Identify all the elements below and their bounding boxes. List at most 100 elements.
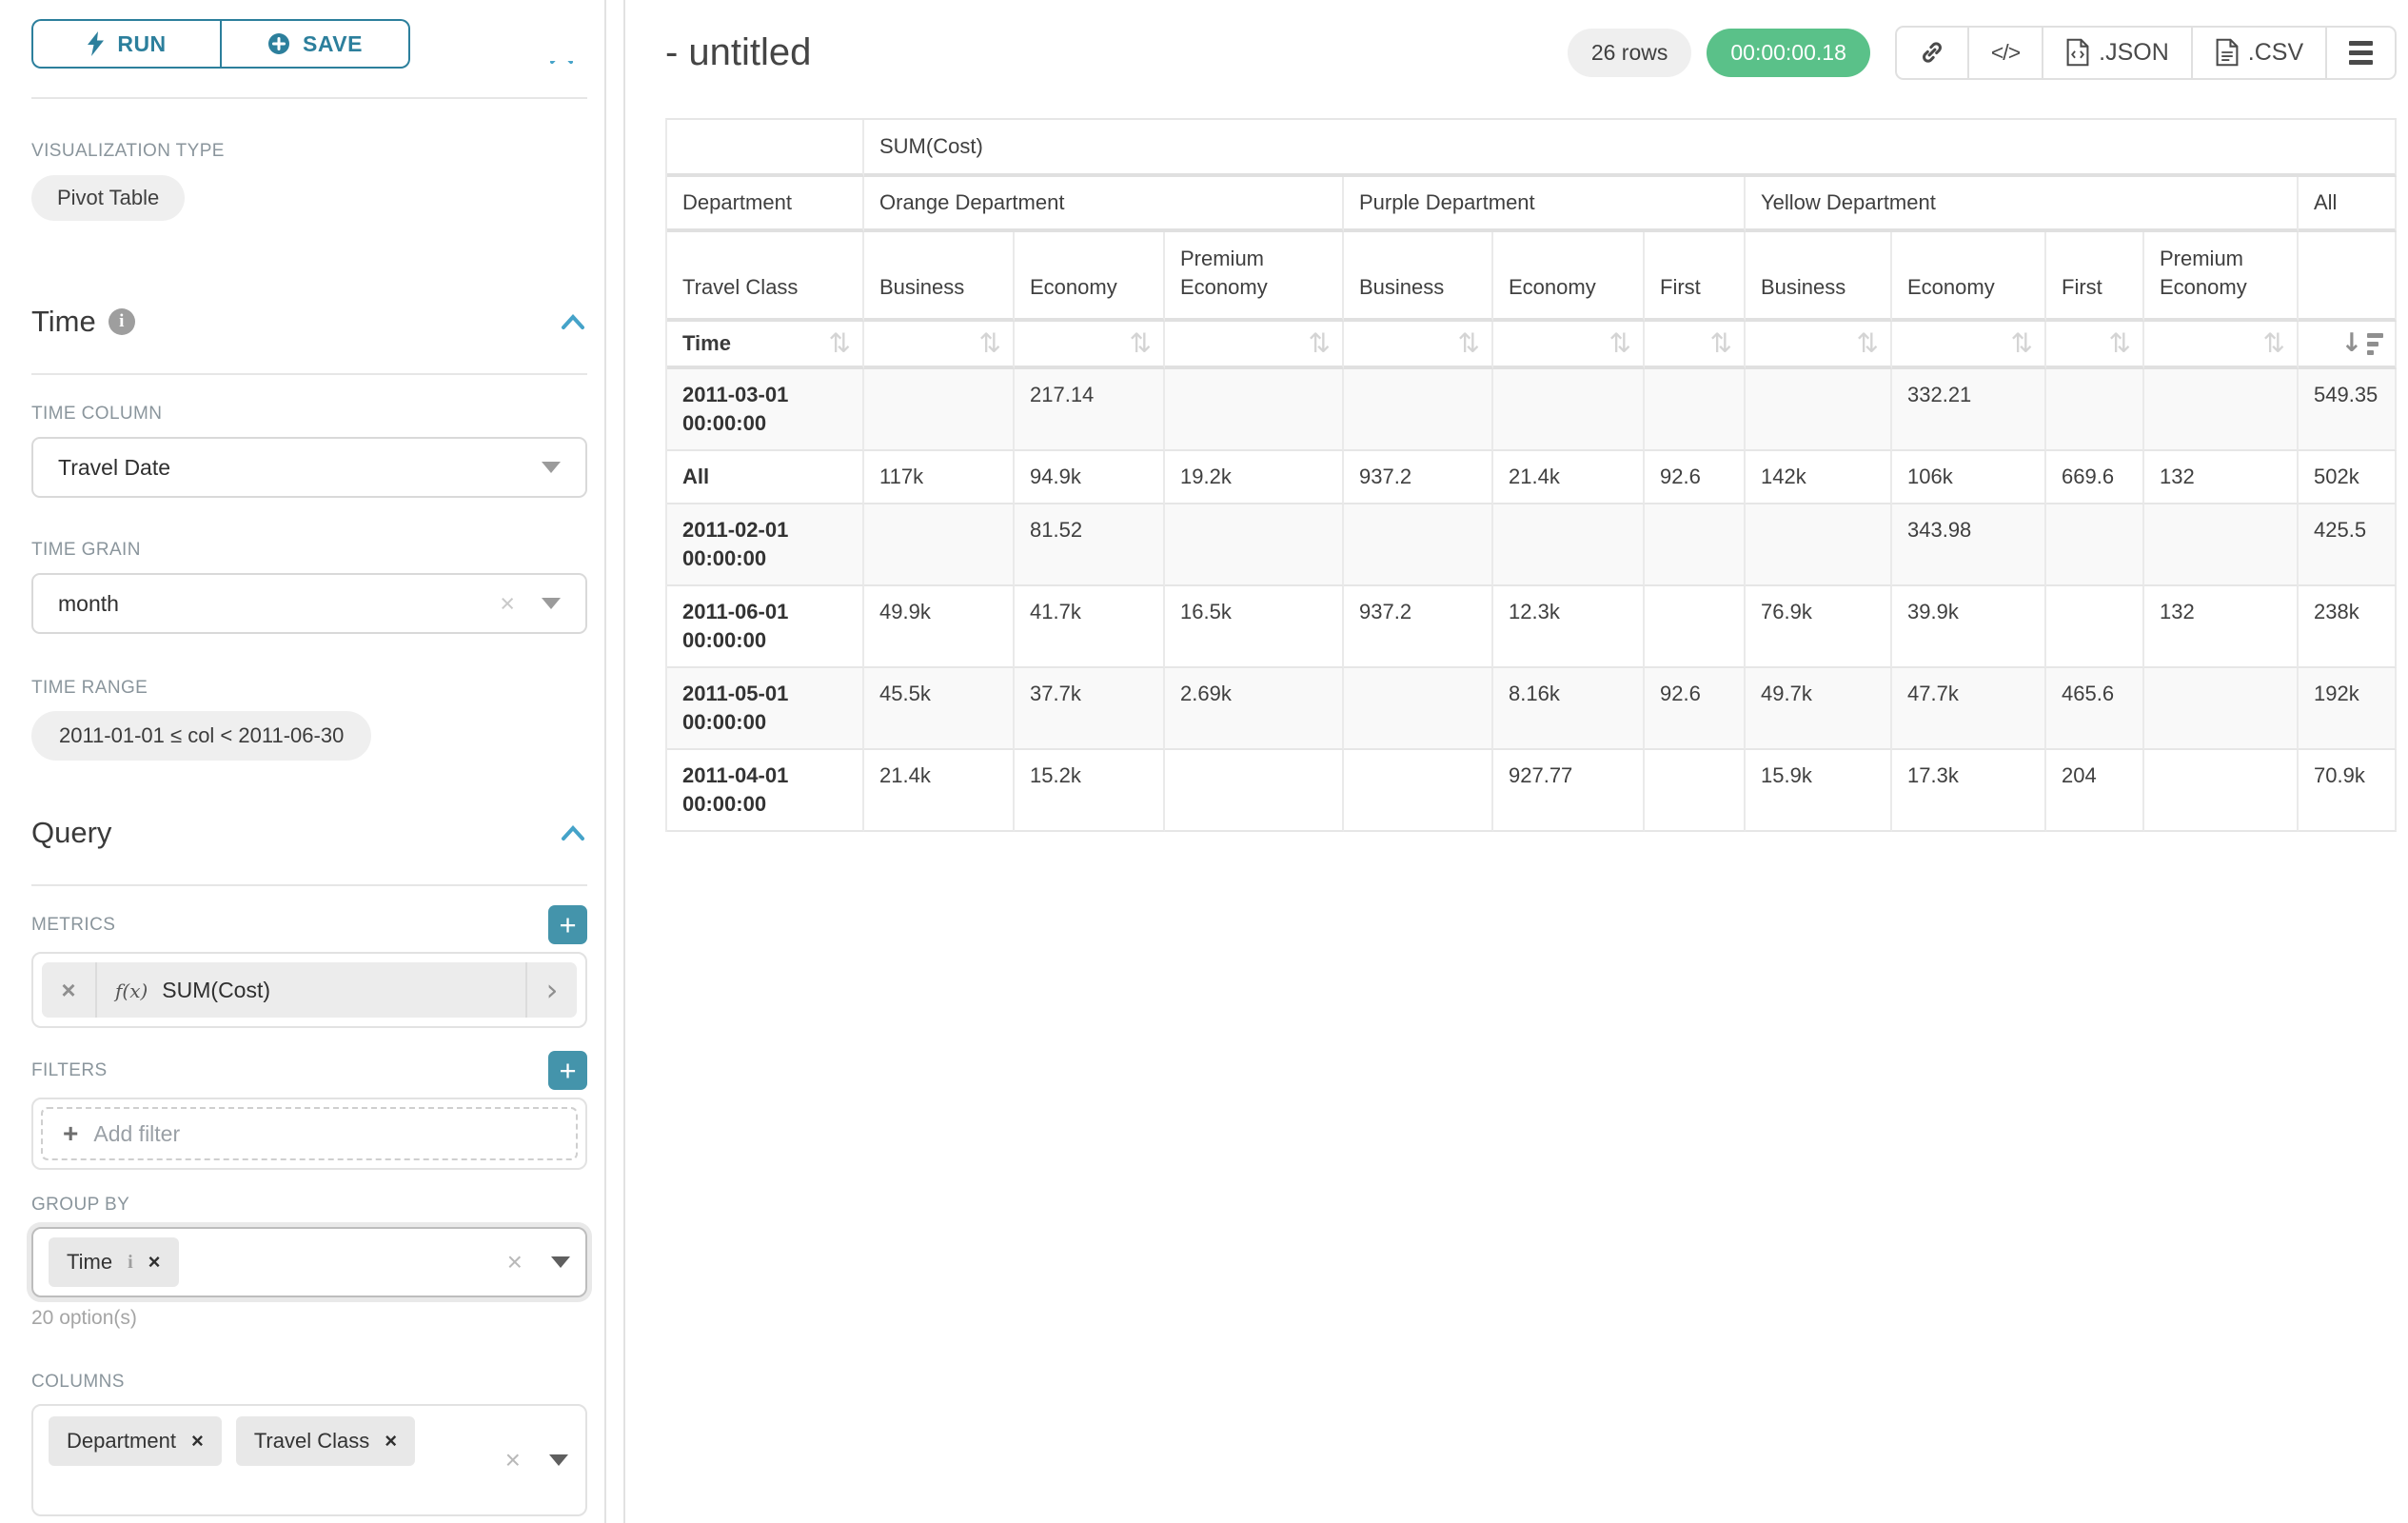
time-grain-label: TIME GRAIN bbox=[31, 540, 141, 560]
sort-icon[interactable]: ⇅ bbox=[1129, 327, 1152, 359]
sort-icon[interactable]: ⇅ bbox=[978, 327, 1001, 359]
add-filter-dropzone[interactable]: + Add filter bbox=[41, 1107, 578, 1160]
add-filter-button[interactable]: + bbox=[548, 1051, 587, 1090]
copy-link-button[interactable] bbox=[1897, 27, 1969, 78]
sort-icon[interactable]: ⇅ bbox=[2262, 327, 2285, 359]
clear-all-icon[interactable]: × bbox=[506, 1247, 523, 1276]
sort-icon[interactable]: ⇅ bbox=[1856, 327, 1879, 359]
pivot-cell: 94.9k bbox=[1015, 451, 1165, 504]
column-info-icon[interactable]: i bbox=[128, 1251, 133, 1273]
pivot-cell: 81.52 bbox=[1015, 504, 1165, 586]
columns-pill-label: Travel Class bbox=[253, 1429, 370, 1453]
pivot-cell: 17.3k bbox=[1892, 750, 2046, 832]
table-row: All 117k 94.9k 19.2k 937.2 21.4k 92.6 142k 106k 6… bbox=[667, 451, 2398, 504]
sort-icon[interactable]: ⇅ bbox=[2108, 327, 2131, 359]
pivot-class-row: Travel Class Business Economy Premium Econo… bbox=[667, 232, 2398, 322]
export-json-button[interactable]: .JSON bbox=[2043, 27, 2193, 78]
pivot-class-header: Business bbox=[864, 232, 1015, 322]
pivot-row-dimension-header[interactable]: Time ⇅ bbox=[667, 322, 864, 369]
query-section-header: Query bbox=[31, 816, 587, 850]
clear-icon[interactable]: × bbox=[500, 588, 515, 618]
columns-pill[interactable]: Travel Class × bbox=[235, 1416, 416, 1466]
save-button[interactable]: SAVE bbox=[221, 19, 410, 69]
sort-toggle[interactable]: ⇅ bbox=[864, 322, 1015, 369]
pivot-cell: 332.21 bbox=[1892, 369, 2046, 451]
info-icon[interactable]: i bbox=[108, 308, 135, 335]
pivot-cell bbox=[1165, 750, 1344, 832]
remove-metric-icon[interactable]: × bbox=[42, 962, 97, 1018]
plus-circle-icon bbox=[267, 32, 290, 55]
pivot-cell: 142k bbox=[1746, 451, 1892, 504]
sort-icon[interactable]: ⇅ bbox=[1709, 327, 1732, 359]
group-by-pill[interactable]: Time i × bbox=[49, 1237, 179, 1287]
pivot-cell bbox=[1493, 369, 1645, 451]
pivot-cell: 937.2 bbox=[1344, 586, 1493, 668]
caret-down-icon[interactable] bbox=[551, 1256, 570, 1268]
control-panel: Chart Type RUN SAVE VISUALIZATION TYPE P… bbox=[0, 0, 606, 1523]
run-button[interactable]: RUN bbox=[31, 19, 221, 69]
pivot-group-header: Orange Department bbox=[864, 177, 1344, 232]
remove-pill-icon[interactable]: × bbox=[385, 1429, 398, 1453]
pivot-cell: 92.6 bbox=[1645, 451, 1746, 504]
sort-cell: ⇅ bbox=[1030, 326, 1152, 362]
sort-desc-icon[interactable]: ↓ bbox=[2341, 330, 2384, 356]
embed-code-button[interactable]: </> bbox=[1969, 27, 2044, 78]
pivot-cell: 117k bbox=[864, 451, 1015, 504]
pivot-corner-cell bbox=[667, 120, 864, 177]
sort-icon[interactable]: ⇅ bbox=[1457, 327, 1480, 359]
chart-title[interactable]: - untitled bbox=[665, 30, 812, 73]
pivot-table-mount: SUM(Cost) Department Orange Department Purp… bbox=[665, 118, 2398, 832]
chevron-right-icon[interactable]: › bbox=[525, 962, 577, 1018]
table-row: 2011-05-01 00:00:00 45.5k 37.7k 2.69k 8.16k 9… bbox=[667, 668, 2398, 750]
pivot-cell bbox=[2046, 586, 2144, 668]
sort-icon[interactable]: ⇅ bbox=[1609, 327, 1631, 359]
filters-header-row: FILTERS + bbox=[31, 1051, 587, 1090]
pivot-cell bbox=[864, 504, 1015, 586]
pivot-cell bbox=[2144, 504, 2299, 586]
caret-down-icon[interactable] bbox=[549, 1454, 568, 1466]
export-csv-button[interactable]: .CSV bbox=[2193, 27, 2328, 78]
sort-cell: Time ⇅ bbox=[682, 326, 851, 362]
time-column-select[interactable]: Travel Date bbox=[31, 437, 587, 498]
sort-icon[interactable]: ⇅ bbox=[2010, 327, 2033, 359]
clear-all-icon[interactable]: × bbox=[504, 1445, 521, 1474]
sort-toggle[interactable]: ⇅ bbox=[1746, 322, 1892, 369]
chevron-up-icon[interactable] bbox=[559, 822, 587, 843]
sort-icon[interactable]: ⇅ bbox=[1308, 327, 1331, 359]
sort-toggle[interactable]: ⇅ bbox=[1892, 322, 2046, 369]
export-json-label: .JSON bbox=[2099, 38, 2169, 66]
sort-cell: ↓ bbox=[2314, 326, 2384, 362]
sort-toggle[interactable]: ⇅ bbox=[2144, 322, 2299, 369]
time-range-value[interactable]: 2011-01-01 ≤ col < 2011-06-30 bbox=[31, 711, 372, 761]
metric-pill-body[interactable]: f(x) SUM(Cost) bbox=[97, 978, 525, 1003]
remove-pill-icon[interactable]: × bbox=[148, 1250, 161, 1274]
sort-toggle[interactable]: ⇅ bbox=[2046, 322, 2144, 369]
hamburger-menu-icon bbox=[2349, 40, 2374, 65]
sort-toggle[interactable]: ⇅ bbox=[1493, 322, 1645, 369]
sort-toggle[interactable]: ⇅ bbox=[1165, 322, 1344, 369]
metric-pill[interactable]: × f(x) SUM(Cost) › bbox=[42, 962, 577, 1018]
columns-pill[interactable]: Department × bbox=[49, 1416, 222, 1466]
time-grain-select[interactable]: month × bbox=[31, 573, 587, 634]
remove-pill-icon[interactable]: × bbox=[190, 1429, 204, 1453]
visualization-type-value[interactable]: Pivot Table bbox=[31, 175, 186, 221]
chevron-up-icon[interactable] bbox=[559, 311, 587, 332]
query-timer-badge: 00:00:00.18 bbox=[1707, 28, 1870, 77]
panel-resize-gutter[interactable] bbox=[606, 0, 623, 1523]
group-by-control[interactable]: Time i × × bbox=[31, 1227, 587, 1297]
pivot-class-header: Premium Economy bbox=[1165, 232, 1344, 322]
pivot-class-header bbox=[2299, 232, 2398, 322]
pivot-cell: 465.6 bbox=[2046, 668, 2144, 750]
columns-control[interactable]: Department × Travel Class × × bbox=[31, 1404, 587, 1516]
sort-toggle[interactable]: ↓ bbox=[2299, 322, 2398, 369]
sort-toggle[interactable]: ⇅ bbox=[1645, 322, 1746, 369]
pivot-cell: 192k bbox=[2299, 668, 2398, 750]
pivot-row-label: 2011-02-01 00:00:00 bbox=[667, 504, 864, 586]
sort-toggle[interactable]: ⇅ bbox=[1015, 322, 1165, 369]
menu-button[interactable] bbox=[2327, 28, 2395, 78]
lightning-icon bbox=[87, 31, 105, 56]
add-metric-button[interactable]: + bbox=[548, 905, 587, 944]
pivot-cell: 19.2k bbox=[1165, 451, 1344, 504]
sort-icon[interactable]: ⇅ bbox=[828, 327, 851, 359]
sort-toggle[interactable]: ⇅ bbox=[1344, 322, 1493, 369]
